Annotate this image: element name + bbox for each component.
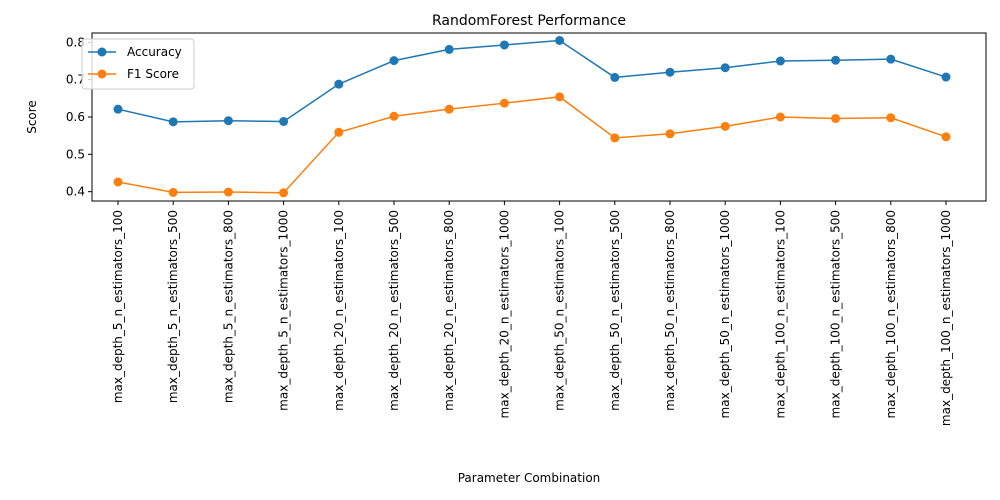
x-axis-label: Parameter Combination — [458, 471, 601, 485]
data-point — [610, 133, 620, 143]
legend: Accuracy F1 Score — [81, 38, 195, 90]
data-point — [499, 40, 509, 50]
data-point — [389, 56, 399, 66]
x-tick-label: max_depth_20_n_estimators_100 — [332, 210, 346, 411]
x-tick-label: max_depth_50_n_estimators_800 — [663, 210, 677, 411]
series-line — [117, 96, 947, 194]
x-tick-label: max_depth_5_n_estimators_1000 — [277, 210, 291, 411]
data-point — [223, 187, 233, 197]
data-point — [555, 35, 565, 45]
data-point — [886, 113, 896, 123]
data-point — [831, 55, 841, 65]
legend-marker — [97, 69, 107, 79]
data-point — [444, 104, 454, 114]
chart-title: RandomForest Performance — [432, 13, 626, 29]
y-tick-label: 0.8 — [66, 35, 85, 49]
x-tick-label: max_depth_5_n_estimators_500 — [166, 210, 180, 403]
y-tick-label: 0.4 — [66, 185, 85, 199]
axes-frame — [91, 32, 987, 202]
x-tick-label: max_depth_50_n_estimators_100 — [553, 210, 567, 411]
y-tick-label: 0.6 — [66, 110, 85, 124]
legend-marker — [97, 47, 107, 57]
x-tick-label: max_depth_20_n_estimators_1000 — [497, 210, 511, 418]
data-point — [334, 79, 344, 89]
legend-label: F1 Score — [127, 67, 179, 81]
x-tick-label: max_depth_100_n_estimators_100 — [773, 210, 787, 418]
data-point — [555, 92, 565, 102]
data-point — [941, 72, 951, 82]
data-point — [113, 177, 123, 187]
x-tick-label: max_depth_100_n_estimators_1000 — [939, 210, 953, 426]
x-tick-label: max_depth_5_n_estimators_100 — [111, 210, 125, 403]
data-point — [223, 116, 233, 126]
legend-label: Accuracy — [127, 45, 182, 59]
data-point — [444, 44, 454, 54]
data-point — [279, 116, 289, 126]
data-point — [775, 112, 785, 122]
data-point — [720, 63, 730, 73]
data-point — [665, 129, 675, 139]
data-point — [499, 98, 509, 108]
data-point — [389, 111, 399, 121]
y-tick-label: 0.5 — [66, 147, 85, 161]
data-point — [775, 56, 785, 66]
data-point — [665, 67, 675, 77]
data-point — [941, 132, 951, 142]
data-point — [831, 113, 841, 123]
series-line — [117, 39, 947, 123]
data-point — [279, 188, 289, 198]
x-tick-label: max_depth_100_n_estimators_800 — [884, 210, 898, 418]
data-point — [113, 104, 123, 114]
data-point — [334, 127, 344, 137]
data-point — [886, 54, 896, 64]
plot-area: 0.4 0.5 0.6 0.7 0.8 max_depth_5_n_estimators_… — [66, 35, 953, 426]
x-tick-label: max_depth_50_n_estimators_1000 — [718, 210, 732, 418]
x-tick-label: max_depth_100_n_estimators_500 — [829, 210, 843, 418]
x-tick-label: max_depth_5_n_estimators_800 — [221, 210, 235, 403]
data-point — [168, 117, 178, 127]
y-tick-label: 0.7 — [66, 73, 85, 87]
y-axis-label: Score — [25, 100, 39, 134]
x-tick-label: max_depth_50_n_estimators_500 — [608, 210, 622, 411]
data-point — [610, 72, 620, 82]
data-point — [168, 187, 178, 197]
x-tick-label: max_depth_20_n_estimators_800 — [442, 210, 456, 411]
x-tick-label: max_depth_20_n_estimators_500 — [387, 210, 401, 411]
data-point — [720, 121, 730, 131]
